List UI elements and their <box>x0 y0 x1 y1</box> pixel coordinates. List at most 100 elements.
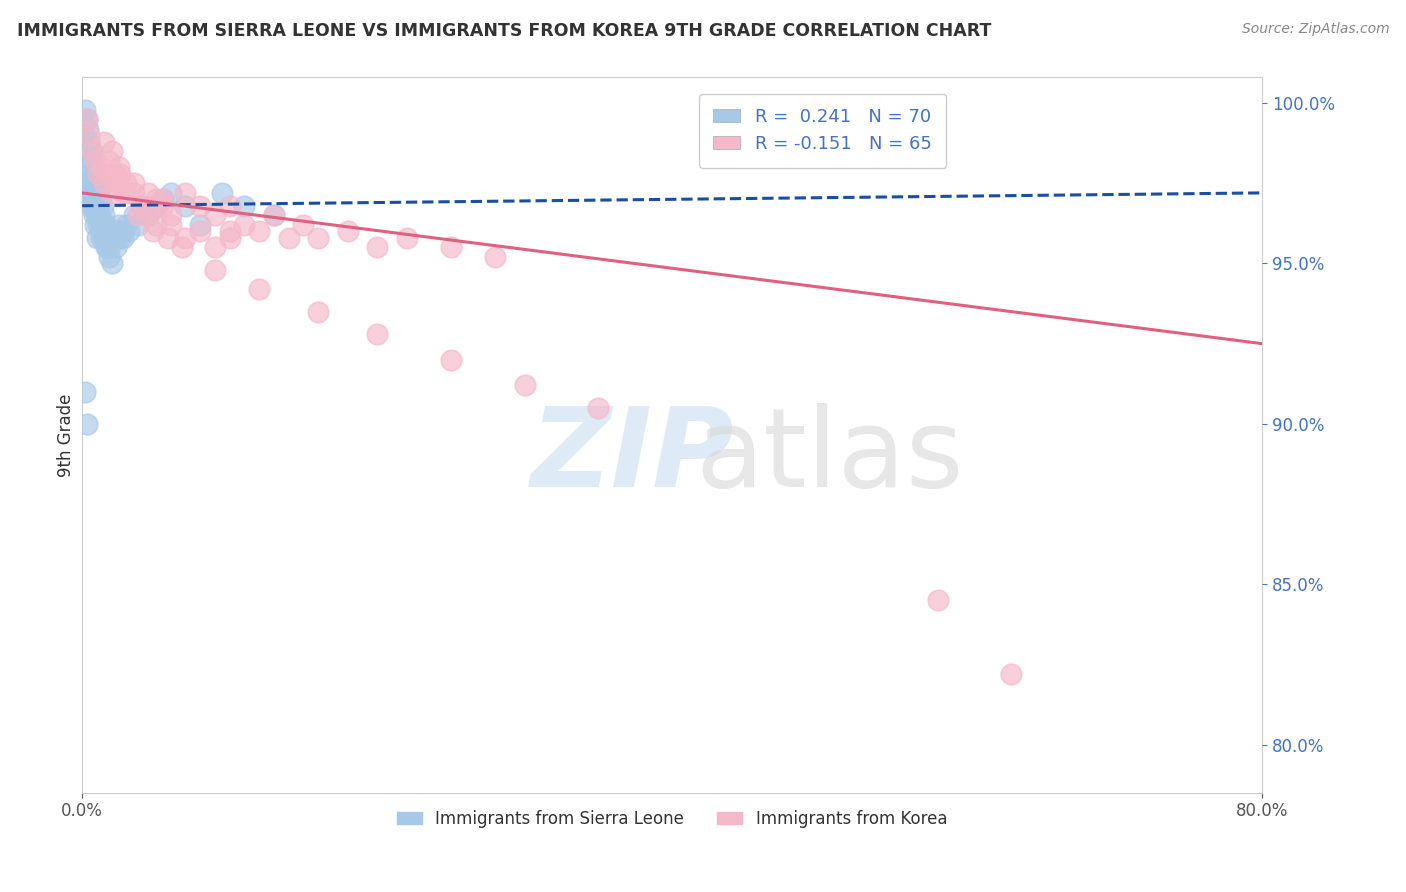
Point <box>129 199 152 213</box>
Point <box>307 304 329 318</box>
Point <box>79 135 101 149</box>
Point <box>100 186 122 200</box>
Point <box>145 199 167 213</box>
Point <box>97 153 120 168</box>
Y-axis label: 9th Grade: 9th Grade <box>58 393 75 476</box>
Point <box>188 218 211 232</box>
Point <box>100 231 122 245</box>
Point <box>90 192 112 206</box>
Point <box>204 240 226 254</box>
Point <box>76 112 98 127</box>
Point <box>91 224 114 238</box>
Point <box>115 186 138 200</box>
Point <box>80 192 103 206</box>
Point <box>90 218 112 232</box>
Point <box>80 160 103 174</box>
Point <box>87 218 110 232</box>
Point <box>96 224 118 238</box>
Point <box>76 112 98 127</box>
Point <box>87 167 110 181</box>
Point <box>82 199 104 213</box>
Point <box>108 218 131 232</box>
Point <box>86 231 108 245</box>
Point <box>84 199 107 213</box>
Point <box>77 176 100 190</box>
Point <box>159 218 181 232</box>
Point <box>174 186 197 200</box>
Point <box>79 128 101 143</box>
Point <box>152 199 174 213</box>
Point <box>83 186 105 200</box>
Point <box>91 199 114 213</box>
Point <box>138 208 160 222</box>
Point <box>292 218 315 232</box>
Point <box>90 231 112 245</box>
Point <box>98 224 121 238</box>
Point <box>89 176 111 190</box>
Point <box>145 199 167 213</box>
Point <box>145 192 167 206</box>
Point <box>97 250 120 264</box>
Point <box>79 199 101 213</box>
Point <box>233 199 256 213</box>
Point <box>72 128 94 143</box>
Point <box>84 218 107 232</box>
Point <box>395 231 418 245</box>
Point <box>263 208 285 222</box>
Point <box>484 250 506 264</box>
Point <box>100 256 122 270</box>
Point <box>101 224 124 238</box>
Point <box>86 186 108 200</box>
Point <box>93 135 115 149</box>
Point <box>366 326 388 341</box>
Point <box>204 208 226 222</box>
Point <box>263 208 285 222</box>
Point <box>84 153 107 168</box>
Point <box>75 103 97 117</box>
Point <box>152 192 174 206</box>
Point <box>90 160 112 174</box>
Point <box>138 186 160 200</box>
Point <box>110 167 132 181</box>
Point <box>112 186 135 200</box>
Text: atlas: atlas <box>696 403 965 510</box>
Point <box>112 231 135 245</box>
Point <box>440 352 463 367</box>
Point <box>127 218 149 232</box>
Point <box>440 240 463 254</box>
Legend: Immigrants from Sierra Leone, Immigrants from Korea: Immigrants from Sierra Leone, Immigrants… <box>391 803 953 834</box>
Point <box>103 167 125 181</box>
Point <box>79 186 101 200</box>
Text: IMMIGRANTS FROM SIERRA LEONE VS IMMIGRANTS FROM KOREA 9TH GRADE CORRELATION CHAR: IMMIGRANTS FROM SIERRA LEONE VS IMMIGRAN… <box>17 22 991 40</box>
Point <box>83 208 105 222</box>
Point <box>83 167 105 181</box>
Point <box>277 231 299 245</box>
Point <box>110 231 132 245</box>
Point <box>247 224 270 238</box>
Point <box>127 208 149 222</box>
Point <box>188 224 211 238</box>
Point <box>103 231 125 245</box>
Point <box>159 208 181 222</box>
Point <box>174 231 197 245</box>
Point <box>204 263 226 277</box>
Point <box>233 218 256 232</box>
Point <box>105 176 128 190</box>
Point <box>108 160 131 174</box>
Point <box>82 153 104 168</box>
Point <box>138 208 160 222</box>
Point <box>247 282 270 296</box>
Point <box>115 176 138 190</box>
Point <box>218 199 240 213</box>
Point <box>94 240 117 254</box>
Point <box>105 240 128 254</box>
Point <box>588 401 610 415</box>
Point <box>129 199 152 213</box>
Point <box>218 224 240 238</box>
Point <box>172 240 194 254</box>
Point <box>77 121 100 136</box>
Point <box>122 186 145 200</box>
Point <box>97 167 120 181</box>
Point <box>307 231 329 245</box>
Point <box>156 231 179 245</box>
